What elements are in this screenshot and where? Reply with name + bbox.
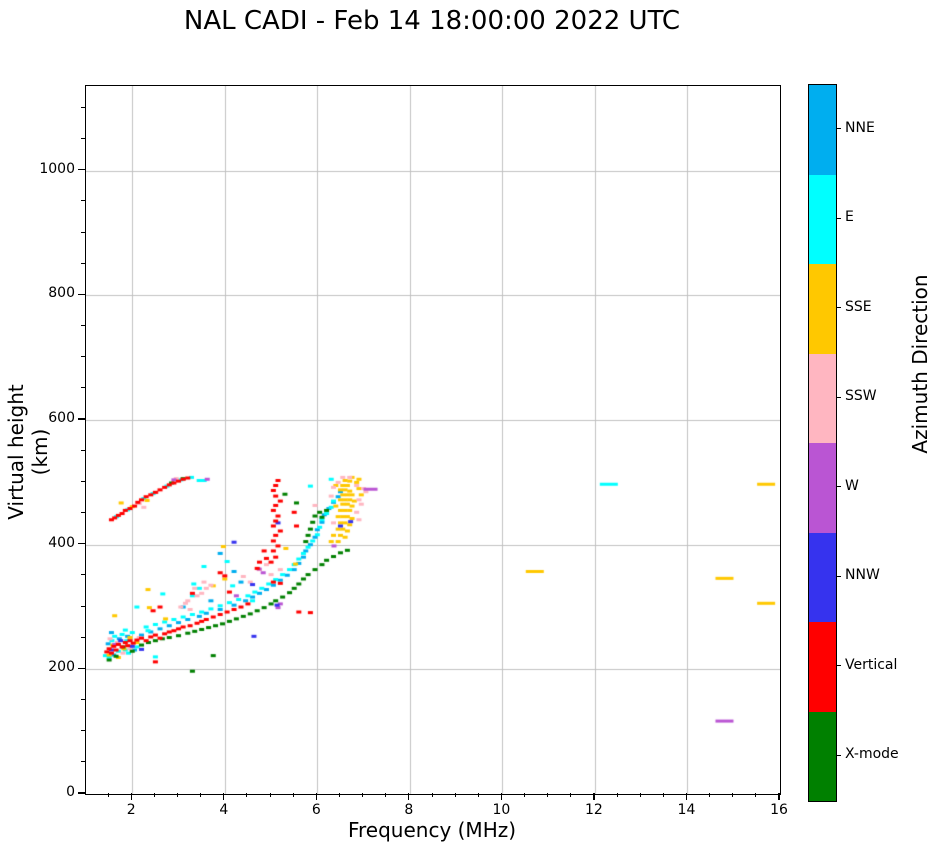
y-minor-tick [81,449,85,451]
x-minor-tick [639,793,641,797]
colorbar-tick [836,307,841,309]
x-minor-tick [292,793,294,797]
y-minor-tick [81,512,85,514]
x-major-tick [408,793,410,800]
x-minor-tick [755,793,757,797]
colorbar-segment-e [809,174,836,264]
x-tick-label: 16 [770,802,788,818]
y-minor-tick [81,480,85,482]
x-minor-tick [477,793,479,797]
y-minor-tick [81,356,85,358]
y-tick-label: 800 [48,285,75,302]
x-tick-label: 8 [404,802,414,818]
y-minor-tick [81,761,85,763]
x-major-tick [130,793,132,800]
x-major-tick [223,793,225,800]
x-minor-tick [107,793,109,797]
x-minor-tick [454,793,456,797]
x-minor-tick [616,793,618,797]
x-minor-tick [570,793,572,797]
y-tick-label: 200 [48,659,75,676]
y-minor-tick [81,574,85,576]
x-axis-label: Frequency (MHz) [347,818,517,842]
colorbar-tick-label: Vertical [845,656,898,673]
colorbar-segment-x-mode [809,711,836,801]
x-minor-tick [709,793,711,797]
y-minor-tick [81,325,85,327]
x-minor-tick [269,793,271,797]
y-minor-tick [81,636,85,638]
colorbar-segment-w [809,443,836,533]
x-minor-tick [246,793,248,797]
y-major-tick [78,418,85,420]
colorbar-tick-label: E [845,209,854,226]
y-minor-tick [81,106,85,108]
y-tick-label: 1000 [39,160,75,177]
x-minor-tick [362,793,364,797]
x-minor-tick [200,793,202,797]
x-minor-tick [338,793,340,797]
x-major-tick [593,793,595,800]
x-major-tick [315,793,317,800]
y-tick-label: 400 [48,534,75,551]
y-minor-tick [81,699,85,700]
colorbar-segment-ssw [809,353,836,443]
y-minor-tick [81,231,85,233]
y-major-tick [78,543,85,545]
x-minor-tick [524,793,526,797]
colorbar-tick-label: W [845,477,859,494]
y-axis-label: Virtual height (km) [4,384,52,520]
y-minor-tick [81,262,85,264]
x-tick-label: 10 [492,802,511,818]
y-major-tick [78,667,85,669]
x-minor-tick [385,793,387,797]
x-major-tick [500,793,502,800]
colorbar-segment-vertical [809,622,836,712]
y-major-tick [78,792,85,794]
y-tick-label: 0 [66,784,75,800]
y-minor-tick [81,730,85,732]
colorbar [808,84,837,802]
y-major-tick [78,169,85,171]
x-tick-label: 4 [219,802,229,818]
colorbar-label: Azimuth Direction [908,274,932,454]
colorbar-tick [836,217,841,219]
x-tick-label: 2 [126,802,136,818]
colorbar-tick-label: SSW [845,388,877,405]
colorbar-tick-label: NNE [845,119,875,136]
x-major-tick [685,793,688,800]
colorbar-tick [836,575,841,577]
x-minor-tick [547,793,549,797]
x-tick-label: 6 [311,802,321,818]
x-tick-label: 14 [677,802,696,818]
colorbar-tick-label: X-mode [845,746,899,763]
x-minor-tick [153,793,155,797]
x-minor-tick [177,793,179,797]
x-minor-tick [662,793,664,797]
colorbar-segment-sse [809,264,836,354]
colorbar-tick-label: NNW [845,567,880,584]
colorbar-tick [836,486,841,488]
colorbar-tick [836,665,841,667]
colorbar-segment-nnw [809,532,836,622]
chart-title: NAL CADI - Feb 14 18:00:00 2022 UTC [183,6,681,36]
y-tick-label: 600 [48,410,75,427]
y-major-tick [78,293,85,295]
x-minor-tick [431,793,433,797]
y-minor-tick [81,605,85,607]
y-minor-tick [81,138,85,140]
scatter-canvas [86,86,780,794]
plot-area [85,85,781,795]
colorbar-tick [836,754,841,756]
x-tick-label: 12 [585,802,603,818]
y-minor-tick [81,387,85,389]
y-minor-tick [81,200,85,202]
colorbar-tick [836,396,841,398]
x-major-tick [778,793,780,800]
colorbar-tick [836,128,841,130]
colorbar-tick-label: SSE [845,298,872,315]
colorbar-segment-nne [809,85,836,175]
x-minor-tick [732,793,734,797]
